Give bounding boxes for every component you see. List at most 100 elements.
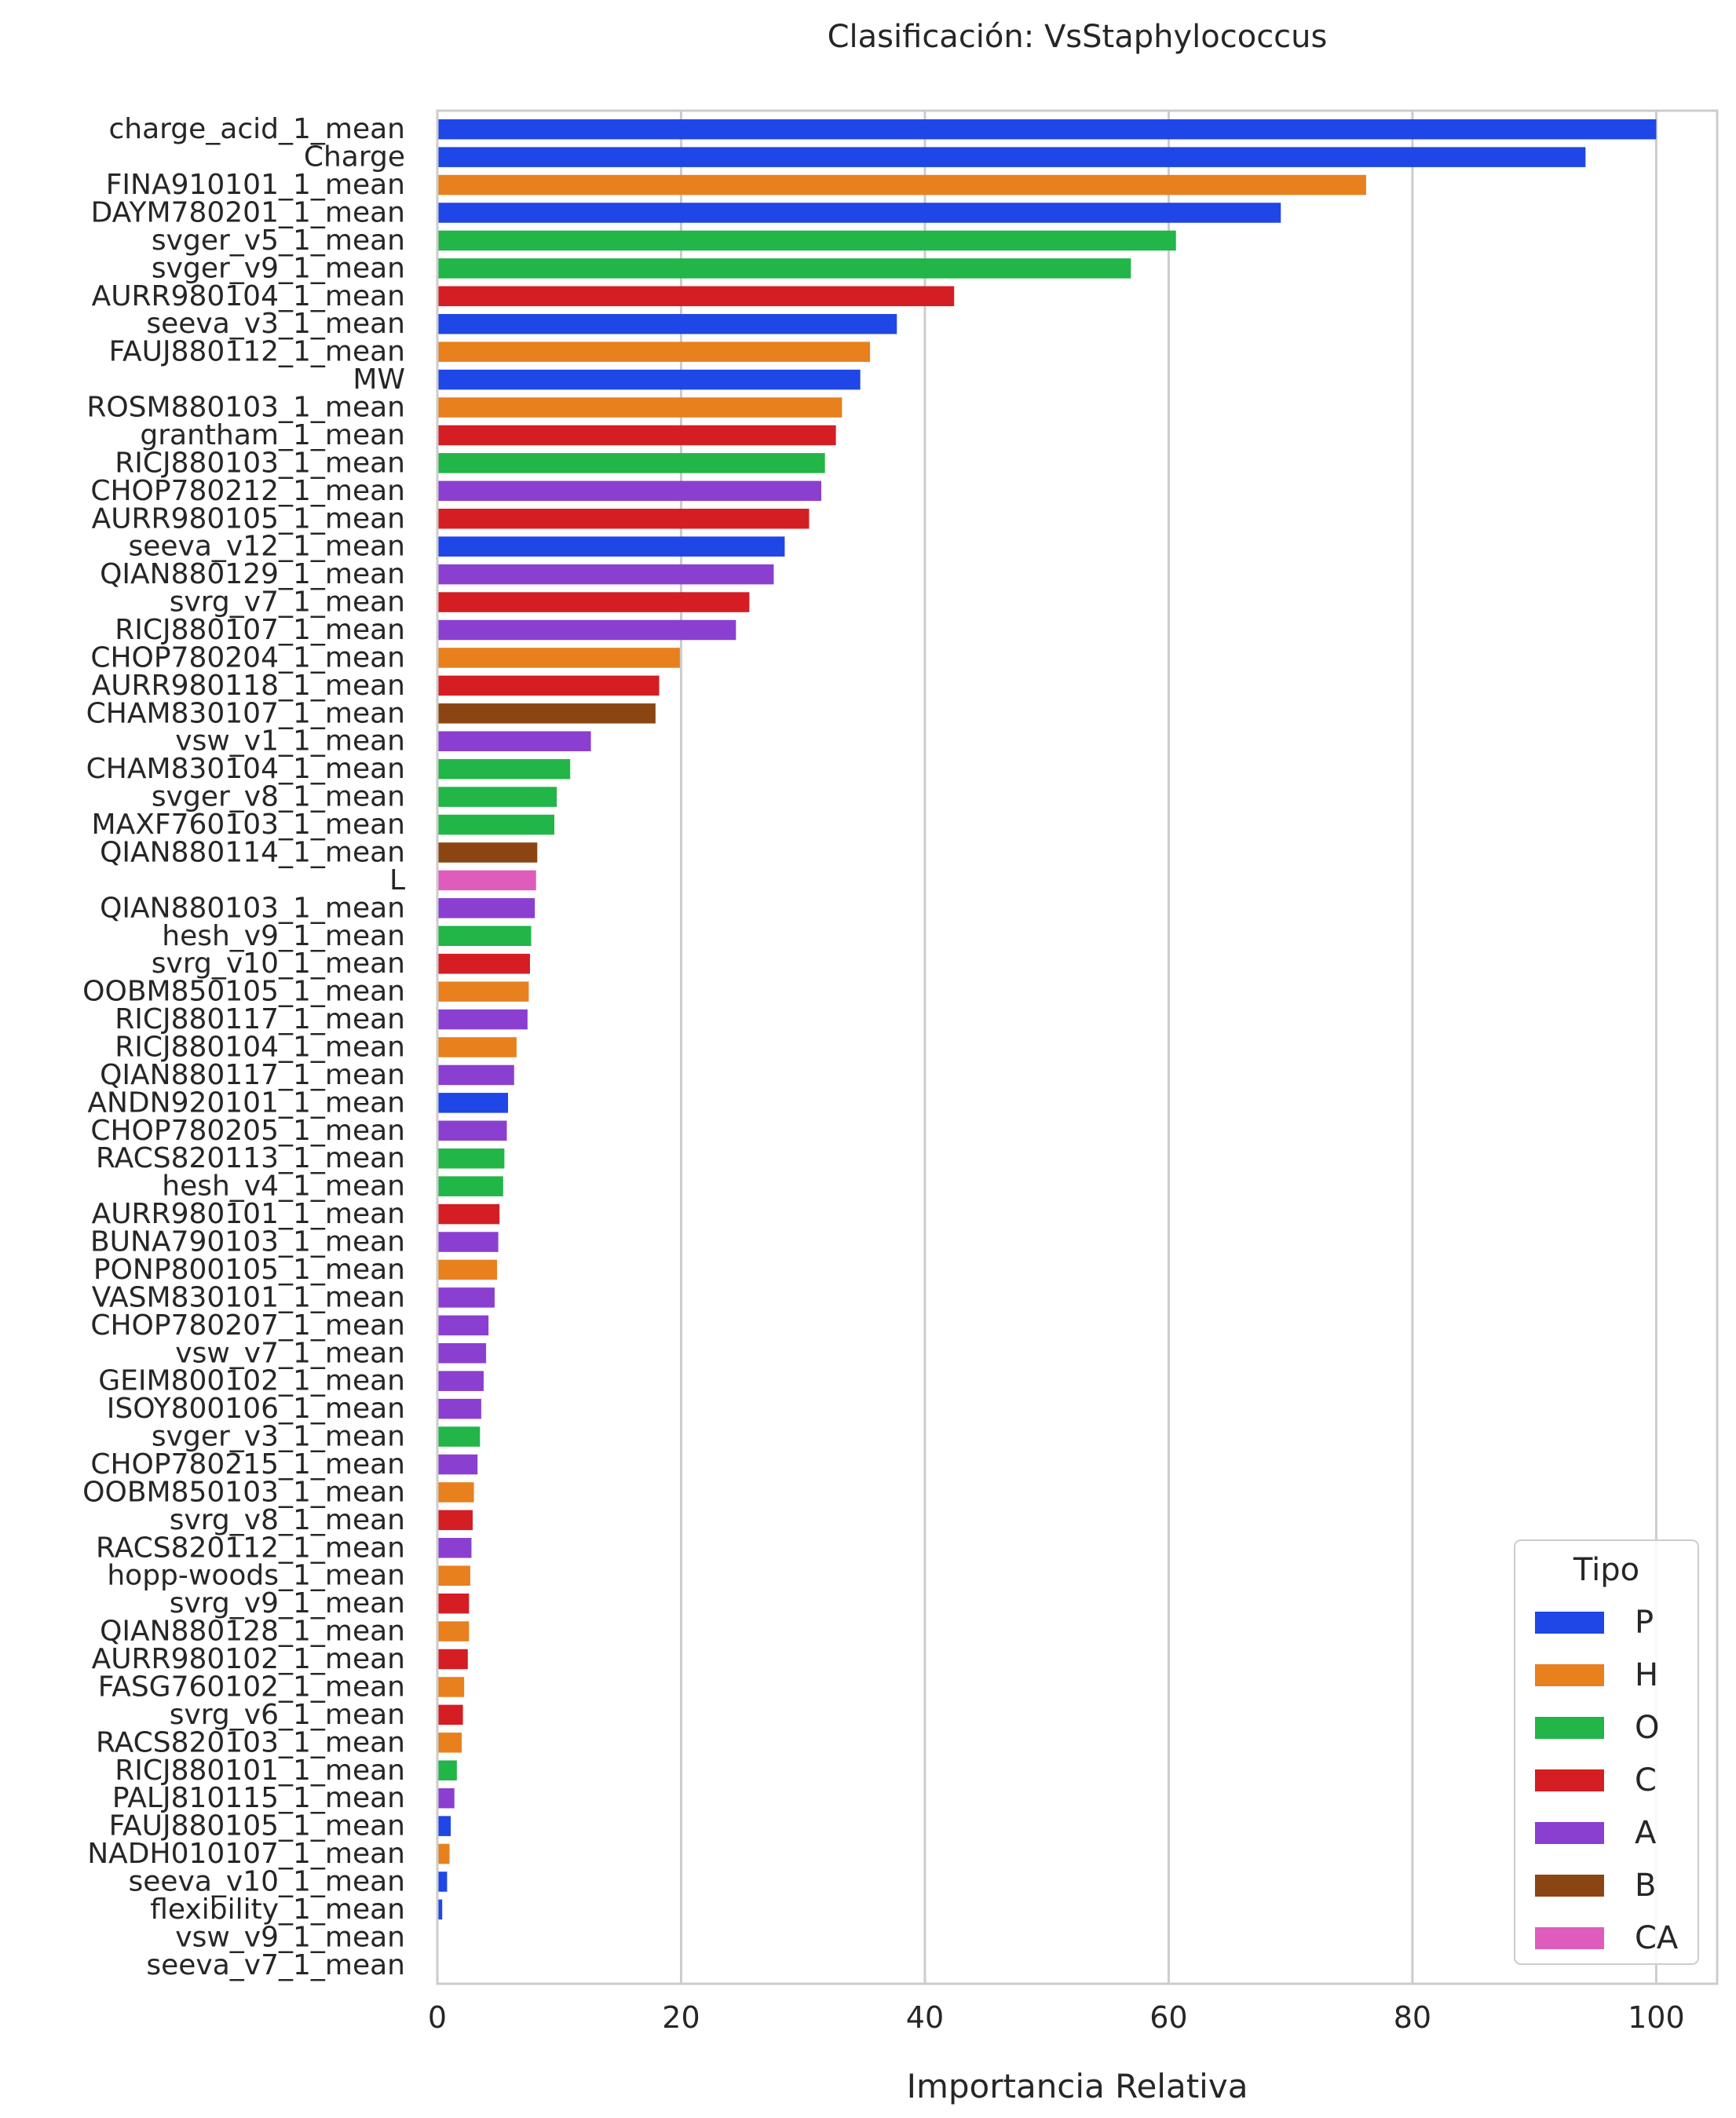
y-tick-label: CHAM830104_1_mean xyxy=(86,753,405,785)
bar xyxy=(437,619,736,641)
bar xyxy=(437,286,955,307)
y-tick-label: VASM830101_1_mean xyxy=(92,1281,405,1313)
y-tick-label: L xyxy=(389,864,405,896)
chart-title: Clasificación: VsStaphylococcus xyxy=(828,19,1328,55)
y-tick-label: MAXF760103_1_mean xyxy=(92,809,405,841)
y-tick-labels: charge_acid_1_meanChargeFINA910101_1_mea… xyxy=(82,113,405,1981)
y-tick-label: CHOP780205_1_mean xyxy=(90,1115,405,1147)
y-tick-label: FAUJ880105_1_mean xyxy=(109,1810,405,1842)
y-tick-label: OOBM850103_1_mean xyxy=(82,1476,405,1508)
bar xyxy=(437,1148,505,1169)
bar xyxy=(437,787,557,807)
legend-title: Tipo xyxy=(1573,1552,1639,1588)
y-tick-label: svrg_v6_1_mean xyxy=(170,1699,405,1731)
y-tick-label: CHOP780204_1_mean xyxy=(90,641,405,674)
bar xyxy=(437,1398,481,1419)
bar xyxy=(437,731,591,751)
y-tick-label: RICJ880117_1_mean xyxy=(115,1003,405,1035)
y-tick-label: svger_v9_1_mean xyxy=(152,252,405,284)
y-tick-label: RACS820103_1_mean xyxy=(96,1726,405,1758)
bar xyxy=(437,174,1366,195)
bar xyxy=(437,1704,463,1725)
bar xyxy=(437,1538,472,1558)
y-tick-label: Charge xyxy=(304,141,405,173)
y-tick-label: AURR980118_1_mean xyxy=(92,670,405,702)
y-tick-label: FASG760102_1_mean xyxy=(98,1671,405,1703)
bar xyxy=(437,1343,487,1364)
x-tick-label: 40 xyxy=(906,2000,944,2035)
y-tick-label: charge_acid_1_mean xyxy=(108,113,405,145)
legend-swatch xyxy=(1535,1664,1604,1686)
x-tick-label: 80 xyxy=(1394,2000,1431,2035)
y-tick-label: CHOP780215_1_mean xyxy=(90,1448,405,1481)
bar xyxy=(437,758,571,780)
x-tick-labels: 0 20 40 60 80 100 xyxy=(428,2000,1685,2035)
bar xyxy=(437,1677,465,1697)
y-tick-label: AURR980105_1_mean xyxy=(92,502,405,535)
bar xyxy=(437,203,1281,223)
legend-swatch xyxy=(1535,1717,1604,1739)
bar xyxy=(437,1064,514,1086)
bar xyxy=(437,369,861,390)
x-tick-label: 20 xyxy=(662,2000,700,2035)
y-tick-label: OOBM850105_1_mean xyxy=(82,976,405,1008)
y-tick-label: ISOY800106_1_mean xyxy=(107,1393,405,1425)
bar xyxy=(437,592,750,612)
bar xyxy=(437,1593,470,1614)
bar xyxy=(437,1816,451,1836)
bar xyxy=(437,1760,457,1781)
legend-entry-label: H xyxy=(1635,1657,1658,1693)
bar xyxy=(437,1843,450,1864)
bar xyxy=(437,258,1131,279)
bar xyxy=(437,1315,489,1336)
bar xyxy=(437,1037,517,1057)
bar xyxy=(437,814,555,835)
legend-swatch xyxy=(1535,1769,1604,1791)
y-tick-label: PALJ810115_1_mean xyxy=(112,1782,405,1814)
bar xyxy=(437,1203,500,1225)
legend-entry-label: B xyxy=(1635,1868,1656,1904)
legend-entry-label: P xyxy=(1635,1605,1654,1641)
legend-entry-label: O xyxy=(1635,1710,1659,1746)
y-tick-label: vsw_v7_1_mean xyxy=(175,1337,405,1369)
legend-box xyxy=(1514,1539,1699,1965)
bar xyxy=(437,1621,470,1641)
y-tick-label: hesh_v9_1_mean xyxy=(162,920,405,952)
y-tick-label: AURR980101_1_mean xyxy=(92,1198,405,1230)
bar xyxy=(437,1454,478,1475)
bar xyxy=(437,1120,507,1141)
y-tick-label: QIAN880129_1_mean xyxy=(100,558,405,590)
y-tick-label: PONP800105_1_mean xyxy=(93,1254,405,1286)
plot-frame xyxy=(436,109,1719,1985)
bar xyxy=(437,1565,470,1586)
y-tick-label: svger_v5_1_mean xyxy=(152,225,405,257)
y-tick-label: RICJ880103_1_mean xyxy=(115,447,405,479)
legend-entry-label: C xyxy=(1635,1762,1657,1798)
y-tick-label: FAUJ880112_1_mean xyxy=(109,336,405,368)
y-tick-label: flexibility_1_mean xyxy=(150,1893,405,1926)
y-tick-label: RACS820112_1_mean xyxy=(96,1532,405,1564)
bar xyxy=(437,1872,448,1892)
bar xyxy=(437,1649,468,1670)
y-tick-label: grantham_1_mean xyxy=(140,419,405,451)
y-tick-label: BUNA790103_1_mean xyxy=(90,1226,405,1258)
y-tick-label: DAYM780201_1_mean xyxy=(91,197,405,229)
y-tick-label: QIAN880117_1_mean xyxy=(100,1059,405,1091)
y-tick-label: CHAM830107_1_mean xyxy=(86,697,405,729)
y-tick-label: svger_v8_1_mean xyxy=(152,781,405,813)
y-tick-label: hesh_v4_1_mean xyxy=(162,1170,405,1203)
y-tick-label: svger_v3_1_mean xyxy=(152,1421,405,1453)
y-tick-label: seeva_v7_1_mean xyxy=(146,1949,405,1981)
bar xyxy=(437,1733,462,1753)
y-tick-label: svrg_v7_1_mean xyxy=(170,586,405,619)
bar xyxy=(437,341,871,362)
y-tick-label: seeva_v10_1_mean xyxy=(128,1865,405,1897)
bar xyxy=(437,648,680,668)
bar xyxy=(437,1232,499,1252)
bar xyxy=(437,425,836,446)
bar xyxy=(437,981,529,1002)
y-tick-label: GEIM800102_1_mean xyxy=(98,1365,405,1397)
legend-entry-label: A xyxy=(1635,1815,1657,1851)
y-tick-label: ANDN920101_1_mean xyxy=(87,1086,405,1119)
bar xyxy=(437,898,535,918)
